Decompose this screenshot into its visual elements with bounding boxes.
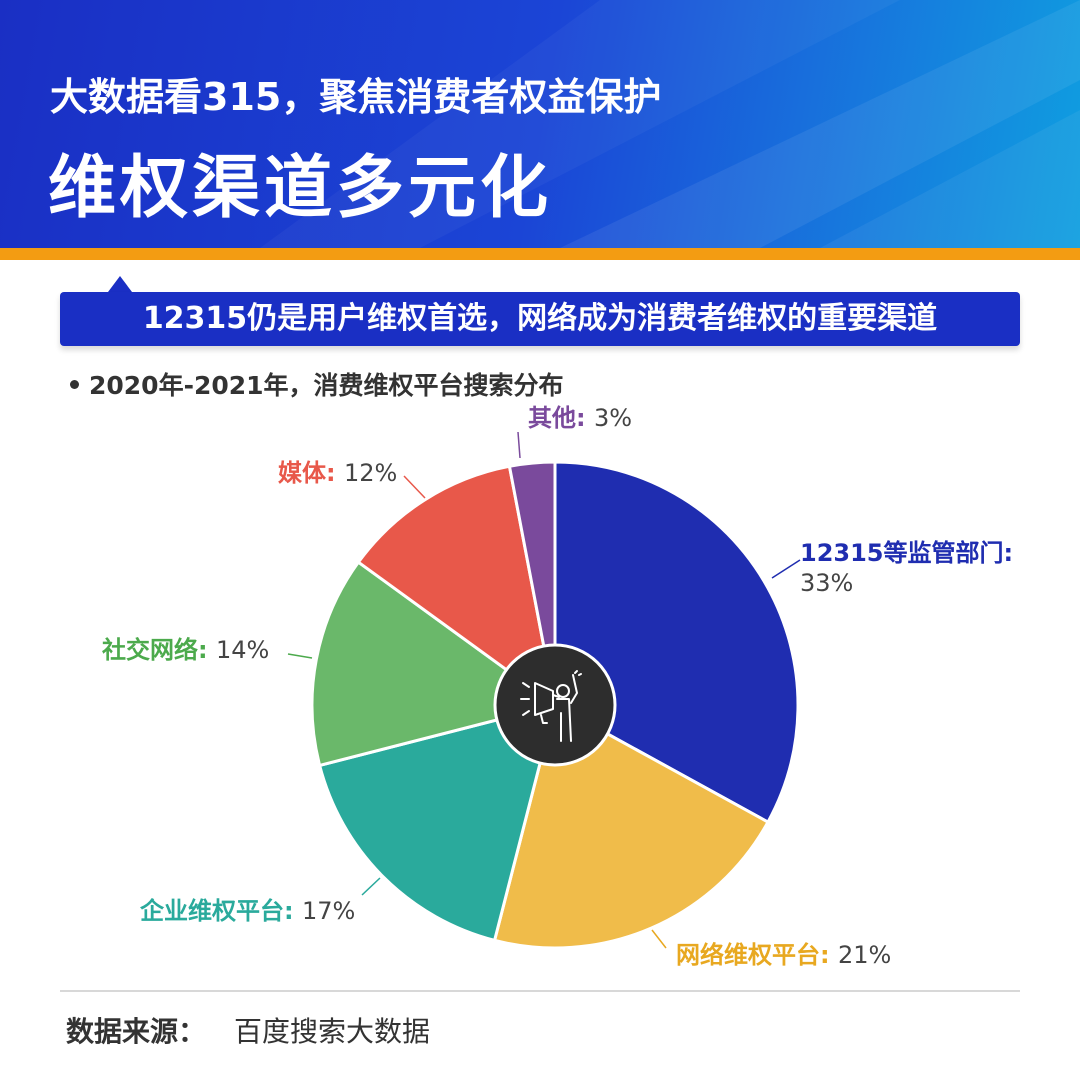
source-value: 百度搜索大数据 (234, 1015, 431, 1048)
pie-slice-3 (317, 702, 558, 943)
slice-label-value: 14% (215, 636, 270, 664)
chart-title: 2020年-2021年，消费维权平台搜索分布 (70, 366, 564, 402)
slice-label-name: 其他: (528, 404, 594, 432)
slice-label-name: 媒体: (278, 459, 344, 487)
accent-stripe (0, 248, 1080, 260)
pie-chart (287, 431, 801, 950)
slice-label-name: 12315等监管部门: (800, 539, 1014, 567)
header-decoration (260, 0, 1080, 248)
slice-label-2: 网络维权平台: 21% (676, 940, 891, 970)
header-banner: 大数据看315，聚焦消费者权益保护 维权渠道多元化 (0, 0, 1080, 248)
leader-line-2 (651, 929, 667, 949)
data-source: 数据来源： 百度搜索大数据 (66, 1010, 430, 1050)
supertitle: 大数据看315，聚焦消费者权益保护 (50, 75, 662, 119)
leader-line-1 (771, 559, 801, 579)
slice-label-1: 12315等监管部门: 33% (800, 538, 1013, 598)
slice-label-name: 企业维权平台: (140, 897, 302, 925)
slice-label-3: 企业维权平台: 17% (140, 896, 355, 926)
source-label: 数据来源： (66, 1015, 207, 1048)
page-title: 维权渠道多元化 (48, 149, 553, 228)
slice-label-value: 12% (343, 459, 398, 487)
chart-title-text: 2020年-2021年，消费维权平台搜索分布 (89, 371, 564, 400)
leader-line-6 (517, 431, 521, 459)
slice-label-name: 社交网络: (102, 636, 216, 664)
megaphone-protest-icon (520, 670, 582, 742)
headline-banner: 12315仍是用户维权首选，网络成为消费者维权的重要渠道 (60, 292, 1020, 346)
leader-line-5 (403, 475, 426, 499)
center-circle (493, 643, 617, 767)
pie-slice-4 (310, 560, 559, 768)
pie-slice-6 (507, 460, 557, 706)
pie-slice-1 (553, 460, 800, 825)
bullet-dot (70, 379, 79, 389)
slice-label-value: 33% (800, 569, 854, 597)
footer-divider (60, 990, 1020, 992)
pie-slice-5 (356, 464, 558, 709)
slice-label-value: 3% (593, 404, 633, 432)
slice-label-4: 社交网络: 14% (102, 635, 269, 665)
leader-line-4 (287, 653, 313, 659)
slice-label-name: 网络维权平台: (676, 941, 838, 969)
banner-pointer (108, 276, 132, 292)
slice-label-5: 媒体: 12% (278, 458, 397, 488)
slice-label-value: 17% (301, 897, 356, 925)
slice-label-value: 21% (837, 941, 892, 969)
slice-label-6: 其他: 3% (528, 403, 632, 433)
leader-line-3 (361, 877, 381, 896)
